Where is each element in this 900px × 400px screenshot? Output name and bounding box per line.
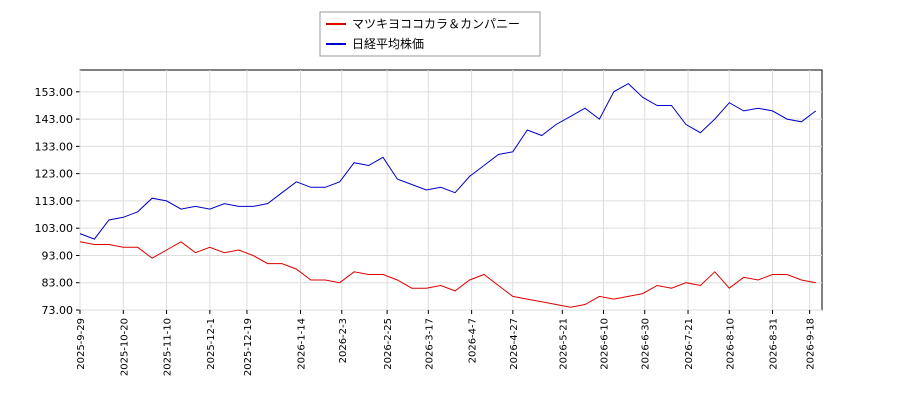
y-tick-label: 113.00 <box>35 195 74 208</box>
x-tick-label: 2026-8-31 <box>769 318 780 370</box>
y-tick-label: 153.00 <box>35 86 74 99</box>
x-tick-label: 2026-5-21 <box>558 318 569 370</box>
y-tick-label: 83.00 <box>42 277 74 290</box>
legend-label: マツキヨココカラ＆カンパニー <box>352 17 520 31</box>
x-tick-label: 2025-10-20 <box>119 318 130 376</box>
y-tick-label: 73.00 <box>42 304 74 317</box>
x-tick-label: 2025-9-29 <box>76 318 87 370</box>
x-tick-label: 2026-3-17 <box>424 318 435 370</box>
x-tick-label: 2026-9-18 <box>806 318 817 370</box>
grid: 73.00 83.00 93.00 103.00 113.00 123.00 133.00 1… <box>35 70 822 376</box>
plot-frame <box>79 69 823 311</box>
legend-box <box>319 11 541 57</box>
x-tick-label: 2025-11-10 <box>163 318 174 376</box>
y-tick-label: 143.00 <box>35 113 74 126</box>
marks <box>79 82 817 308</box>
y-tick-label: 133.00 <box>35 140 74 153</box>
x-tick-label: 2026-1-14 <box>297 318 308 370</box>
series-line <box>79 241 816 308</box>
y-tick-label: 123.00 <box>35 168 74 181</box>
x-tick-label: 2026-2-3 <box>338 318 349 363</box>
x-tick-label: 2026-4-7 <box>468 318 479 363</box>
y-tick-label: 103.00 <box>35 222 74 235</box>
x-tick-label: 2025-12-19 <box>243 318 254 376</box>
x-tick-label: 2025-12-1 <box>206 318 217 370</box>
y-tick-label: 93.00 <box>42 249 74 262</box>
x-tick-label: 2026-6-10 <box>600 318 611 370</box>
x-tick-label: 2026-7-21 <box>684 318 695 370</box>
legend-label: 日経平均株価 <box>352 36 424 51</box>
x-tick-label: 2026-6-30 <box>641 318 652 370</box>
x-tick-label: 2026-4-27 <box>509 318 520 370</box>
x-tick-label: 2026-8-10 <box>725 318 736 370</box>
series-line <box>79 82 817 240</box>
x-tick-label: 2026-2-25 <box>383 318 394 370</box>
